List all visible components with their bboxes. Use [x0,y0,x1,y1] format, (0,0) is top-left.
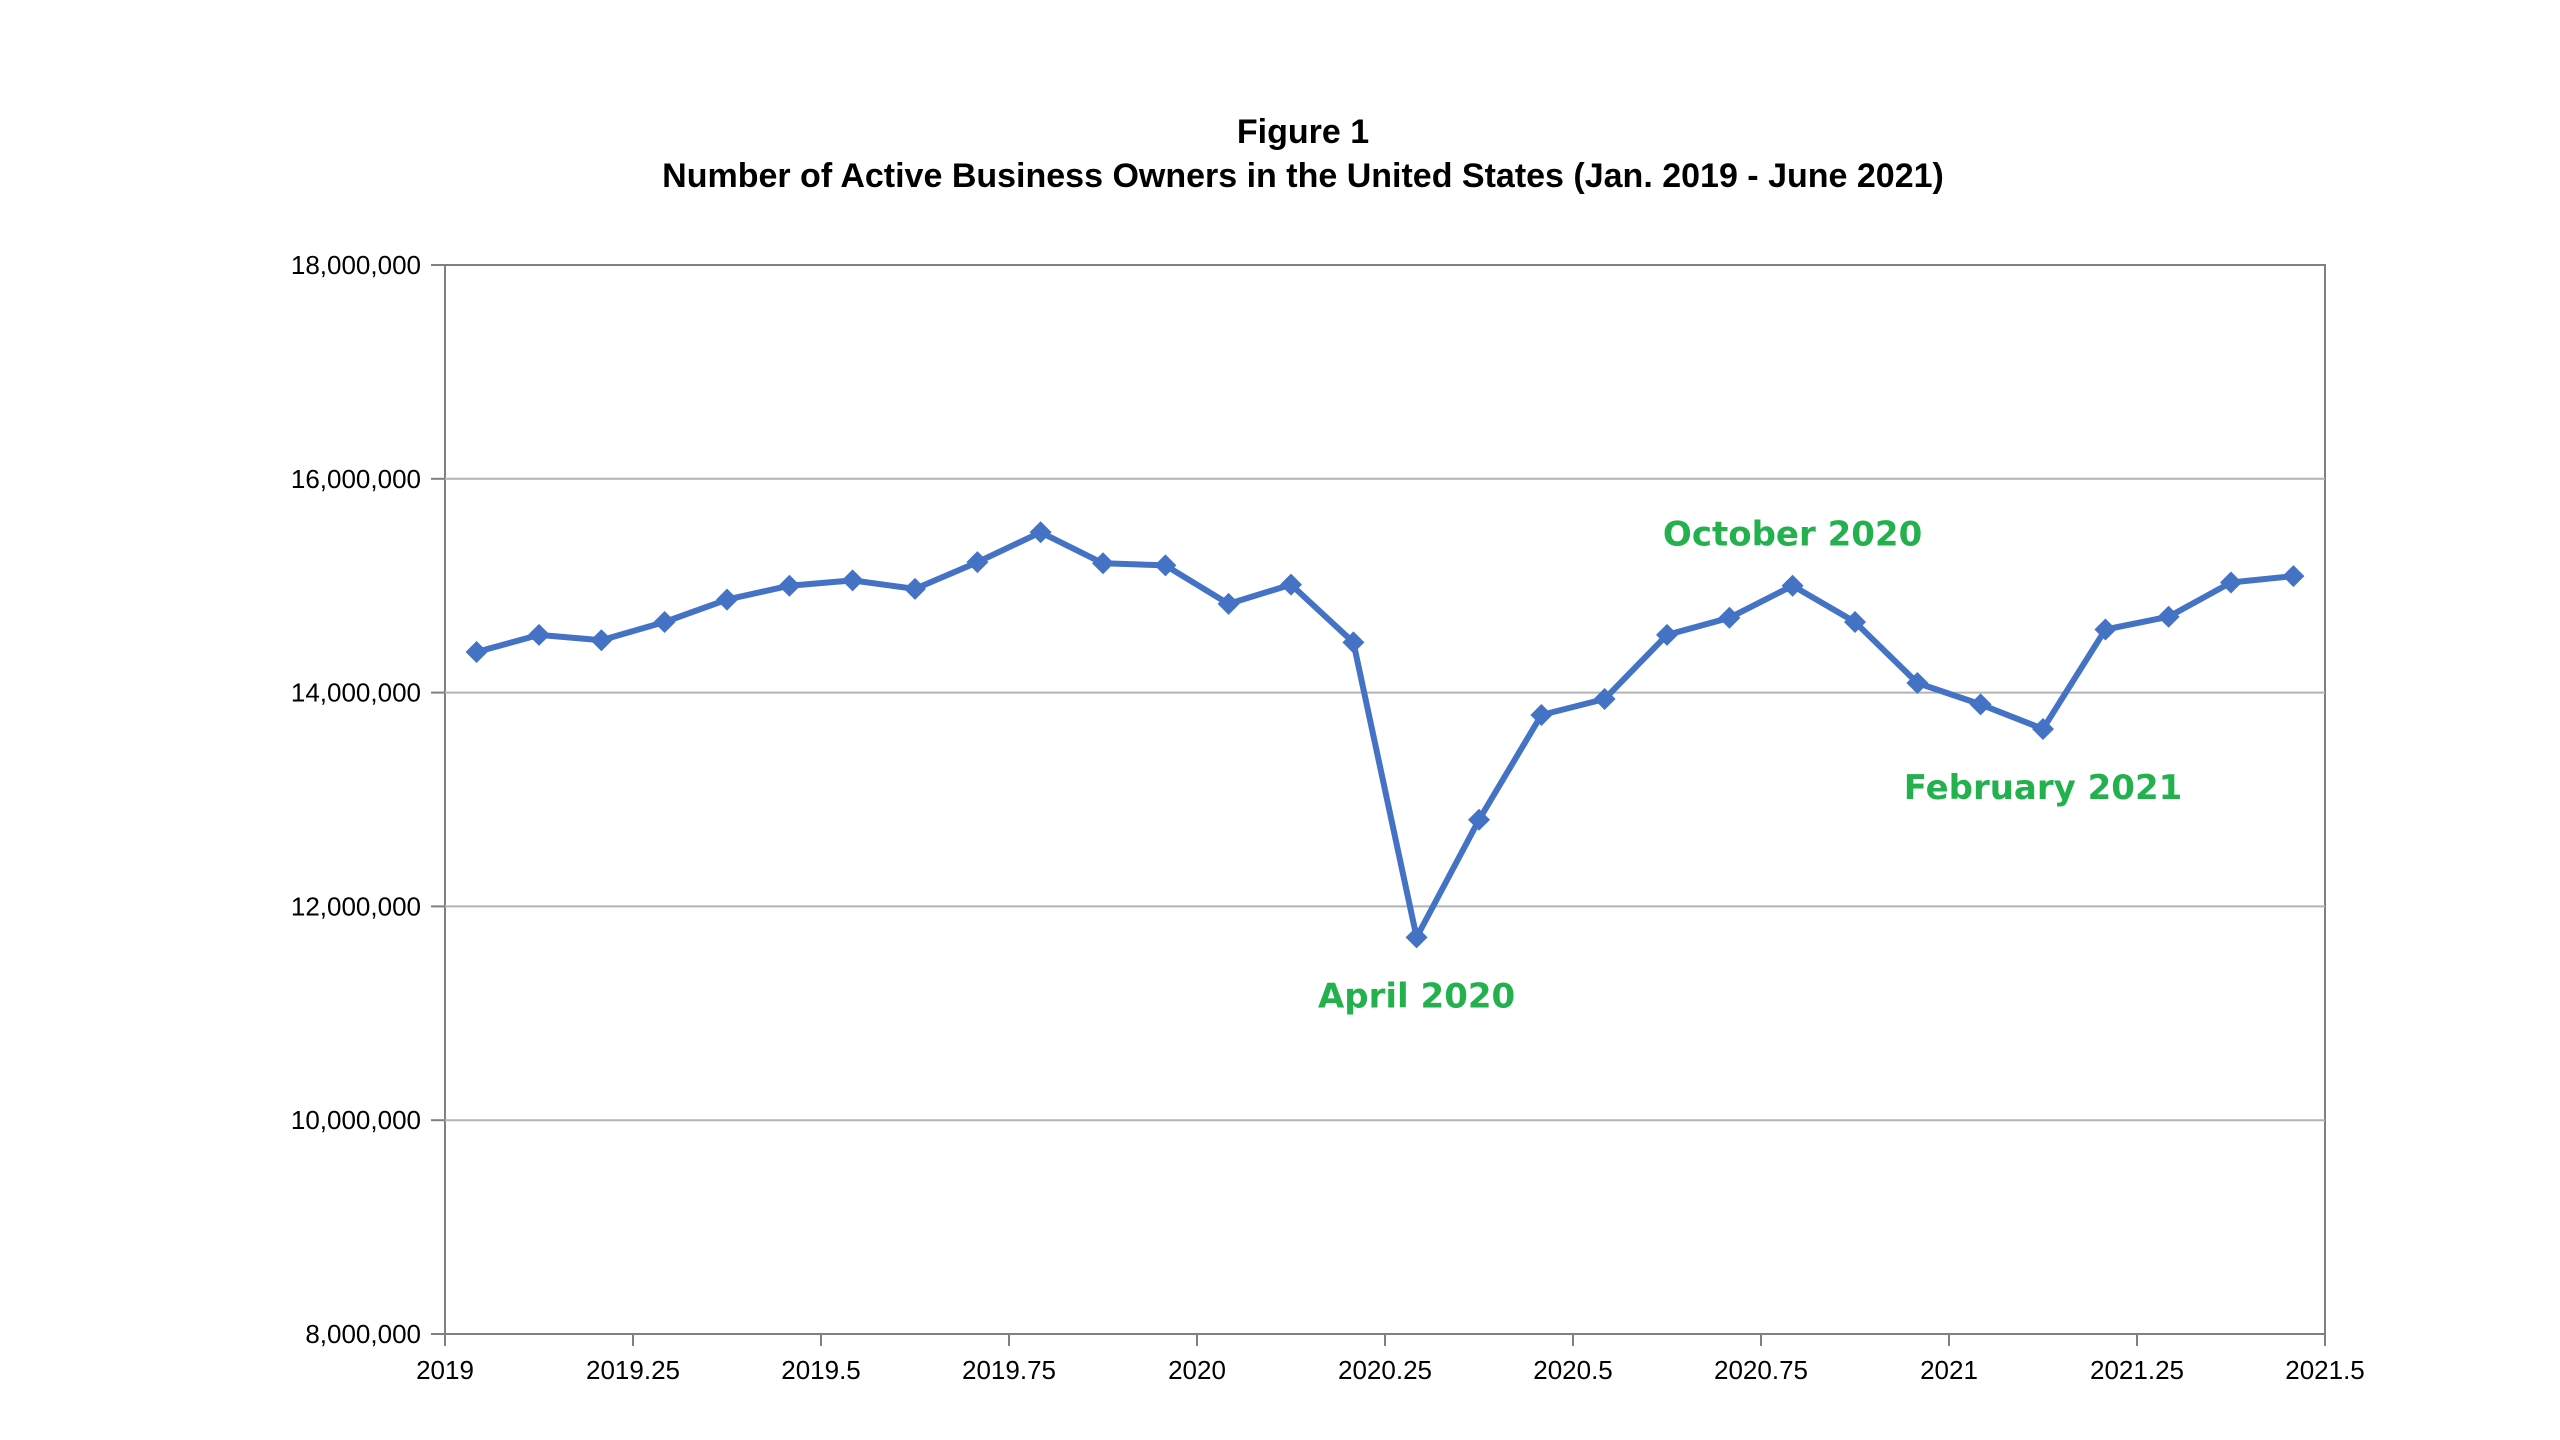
data-point [1906,671,1929,694]
data-point [1656,623,1678,646]
series-layer [465,521,2305,949]
data-point [1154,554,1177,577]
data-point [841,569,864,592]
chart-title: Figure 1 [1237,113,1369,151]
data-point [1342,631,1365,654]
data-point [2282,565,2305,588]
data-point [966,551,989,574]
data-point [528,623,550,646]
y-tick-label: 18,000,000 [291,250,421,280]
data-point [778,574,801,597]
data-point [2094,618,2117,641]
y-tick-label: 10,000,000 [291,1105,421,1135]
data-point [1969,693,1992,716]
axes: 8,000,000 10,000,000 12,000,000 14,000,000 1… [291,250,2365,1385]
x-tick-label: 2019.5 [781,1355,861,1385]
data-point [590,629,613,652]
data-point [1844,611,1866,634]
data-point [2157,605,2180,628]
annotation-label: October 2020 [1663,515,1922,555]
chart-subtitle: Number of Active Business Owners in the … [662,157,1944,195]
y-tick-label: 8,000,000 [305,1319,421,1349]
series-line [475,529,2294,941]
data-point [1718,606,1741,629]
data-point [904,577,926,600]
x-tick-label: 2021.5 [2285,1355,2365,1385]
data-point [653,611,676,634]
data-point [1217,592,1240,615]
data-point [465,640,488,663]
x-tick-label: 2019 [416,1355,474,1385]
data-point [2032,717,2054,740]
data-point [1468,808,1490,831]
data-point [1405,926,1428,949]
x-tick-label: 2021.25 [2090,1355,2184,1385]
data-point [1092,552,1114,575]
data-point [716,588,738,611]
data-point [1593,688,1616,711]
x-tick-label: 2019.25 [586,1355,680,1385]
y-tick-label: 12,000,000 [291,891,421,921]
annotations: April 2020 October 2020 February 2021 [1318,515,2182,1017]
data-point [2220,571,2242,594]
x-tick-label: 2019.75 [962,1355,1056,1385]
data-point [1029,521,1052,544]
y-tick-label: 16,000,000 [291,464,421,494]
y-tick-label: 14,000,000 [291,678,421,708]
data-point [1530,704,1553,727]
annotation-label: February 2021 [1904,768,2183,808]
x-tick-label: 2020.75 [1714,1355,1808,1385]
x-tick-label: 2020 [1168,1355,1226,1385]
x-tick-label: 2020.5 [1533,1355,1613,1385]
data-point [1280,573,1302,596]
gridlines [445,477,2325,1122]
annotation-label: April 2020 [1318,976,1515,1016]
x-tick-label: 2021 [1920,1355,1978,1385]
x-tick-label: 2020.25 [1338,1355,1432,1385]
data-point [1781,574,1804,597]
